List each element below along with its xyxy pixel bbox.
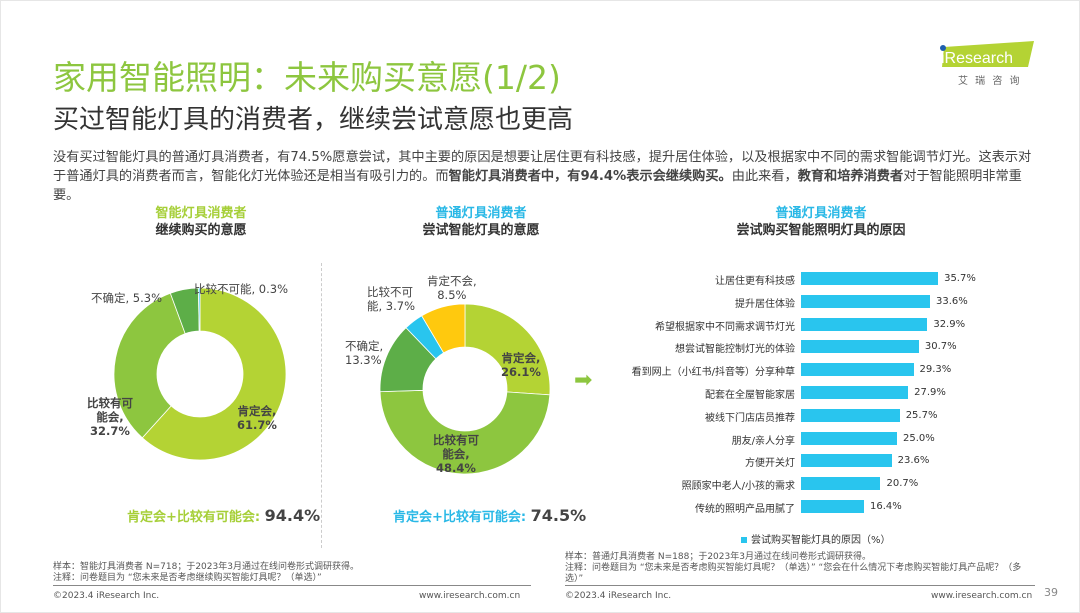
- copyright-left: ©2023.4 iResearch Inc.: [53, 591, 160, 601]
- pie2-label-unlikely: 比较不可 能, 3.7%: [367, 285, 416, 313]
- bar-category-label: 朋友/亲人分享: [731, 435, 795, 447]
- page-number: 39: [1044, 586, 1058, 599]
- bar-value-label: 35.7%: [944, 273, 976, 284]
- pie1-slice-0: [141, 287, 287, 461]
- bar-category-label: 看到网上（小红书/抖音等）分享种草: [631, 367, 795, 379]
- page-title: 家用智能照明：未来购买意愿(1/2): [53, 58, 561, 97]
- body-text: 没有买过智能灯具的普通灯具消费者，有74.5%愿意尝试，其中主要的原因是想要让居…: [53, 150, 1032, 184]
- bar-value-label: 30.7%: [924, 341, 957, 353]
- body-text: 由此来看，: [731, 169, 798, 184]
- bar: [801, 272, 939, 285]
- bar-value-label: 27.9%: [914, 387, 946, 398]
- bar-value-label: 23.6%: [897, 455, 930, 467]
- url-left: www.iresearch.com.cn: [419, 591, 521, 601]
- bar: [801, 363, 914, 377]
- bar: [801, 340, 919, 354]
- bar: [801, 408, 900, 422]
- bar: [801, 317, 928, 331]
- bar: [801, 386, 909, 399]
- chart2-group: 普通灯具消费者: [435, 206, 527, 221]
- bar-category-label: 传统的照明产品用腻了: [695, 504, 795, 515]
- bar: [801, 454, 892, 468]
- bar-value-label: 16.4%: [869, 501, 902, 512]
- copyright-right: ©2023.4 iResearch Inc.: [565, 591, 672, 601]
- page-subtitle: 买过智能灯具的消费者，继续尝试意愿也更高: [53, 105, 574, 135]
- svg-text:艾 瑞 咨 询: 艾 瑞 咨 询: [958, 74, 1022, 87]
- bar-value-label: 32.9%: [933, 318, 966, 330]
- svg-text:iResearch: iResearch: [941, 50, 1013, 67]
- pie1-slice-1: [113, 292, 186, 439]
- chart3-heading: 尝试购买智能照明灯具的原因: [736, 223, 906, 238]
- bar-category-label: 方便开关灯: [745, 458, 795, 470]
- arrow-right-icon: ➡: [574, 368, 593, 393]
- bar-category-label: 让居住更有科技感: [715, 276, 795, 287]
- body-bold: 智能灯具消费者中，有94.4%表示会继续购买。: [448, 169, 732, 184]
- chart3-title: 普通灯具消费者尝试购买智能照明灯具的原因: [701, 205, 941, 239]
- pie2-slice-0: [464, 303, 551, 396]
- bar-category-label: 照顾家中老人/小孩的需求: [681, 481, 795, 493]
- footer-line: [565, 585, 1035, 586]
- body-bold: 教育和培养消费者: [797, 169, 904, 184]
- pie1-label-yes: 肯定会, 61.7%: [237, 404, 277, 432]
- summary-paragraph: 没有买过智能灯具的普通灯具消费者，有74.5%愿意尝试，其中主要的原因是想要让居…: [53, 148, 1033, 205]
- divider: [321, 263, 322, 548]
- pie1-summary: 肯定会+比较有可能会: 94.4%: [127, 506, 321, 525]
- pie2-label-no: 肯定不会, 8.5%: [427, 274, 477, 302]
- bar-value-label: 29.3%: [919, 364, 952, 376]
- pie1-label-unlikely: 比较不可能, 0.3%: [194, 282, 289, 296]
- pie1-label-unsure: 不确定, 5.3%: [91, 291, 163, 305]
- bar-value-label: 20.7%: [886, 478, 919, 490]
- bar-value-label: 33.6%: [936, 295, 968, 307]
- right-notes: 样本：普通灯具消费者 N=188；于2023年3月通过在线问卷形式调研获得。 注释…: [565, 552, 1022, 584]
- pie1-slice-3: [197, 287, 201, 332]
- bar-value-label: 25.7%: [905, 409, 938, 421]
- bar-category-label: 被线下门店店员推荐: [705, 412, 795, 424]
- left-notes: 样本：智能灯具消费者 N=718；于2023年3月通过在线问卷形式调研获得。 注释…: [53, 562, 359, 583]
- chart3-group: 普通灯具消费者: [775, 206, 867, 221]
- bar-value-label: 25.0%: [903, 432, 935, 444]
- pie2-summary: 肯定会+比较有可能会: 74.5%: [393, 506, 587, 525]
- pie2-label-unsure: 不确定, 13.3%: [345, 339, 384, 367]
- body-text: 对于智能照明非常重要。: [53, 169, 1022, 203]
- bar-legend: 尝试购买智能灯具的原因（%）: [741, 531, 891, 546]
- bar: [801, 431, 897, 445]
- pie1-label-likely: 比较有可 能会, 32.7%: [87, 396, 133, 438]
- footer-line: [53, 585, 531, 586]
- chart1-heading: 继续购买的意愿: [155, 223, 247, 238]
- chart2-title: 普通灯具消费者 尝试智能灯具的意愿: [381, 205, 581, 239]
- chart1-group: 智能灯具消费者: [155, 206, 247, 221]
- pie2-label-likely: 比较有可 能会, 48.4%: [433, 433, 479, 475]
- pie2-slice-1: [379, 389, 551, 475]
- bar-category-label: 想尝试智能控制灯光的体验: [675, 344, 795, 356]
- legend-swatch: [741, 537, 747, 543]
- bar-category-label: 提升居住体验: [735, 298, 795, 310]
- pie2-slice-4: [421, 303, 466, 354]
- bar: [801, 477, 881, 491]
- iresearch-logo: iResearch 艾 瑞 咨 询: [936, 39, 1036, 89]
- bar: [801, 294, 931, 308]
- bar-category-label: 配套在全屋智能家居: [705, 390, 795, 401]
- bar-category-label: 希望根据家中不同需求调节灯光: [655, 321, 795, 333]
- pie2-label-yes: 肯定会, 26.1%: [501, 351, 541, 379]
- bar: [801, 500, 864, 513]
- chart1-title: 智能灯具消费者 继续购买的意愿: [101, 205, 301, 239]
- url-right: www.iresearch.com.cn: [931, 591, 1033, 601]
- chart2-heading: 尝试智能灯具的意愿: [422, 223, 540, 238]
